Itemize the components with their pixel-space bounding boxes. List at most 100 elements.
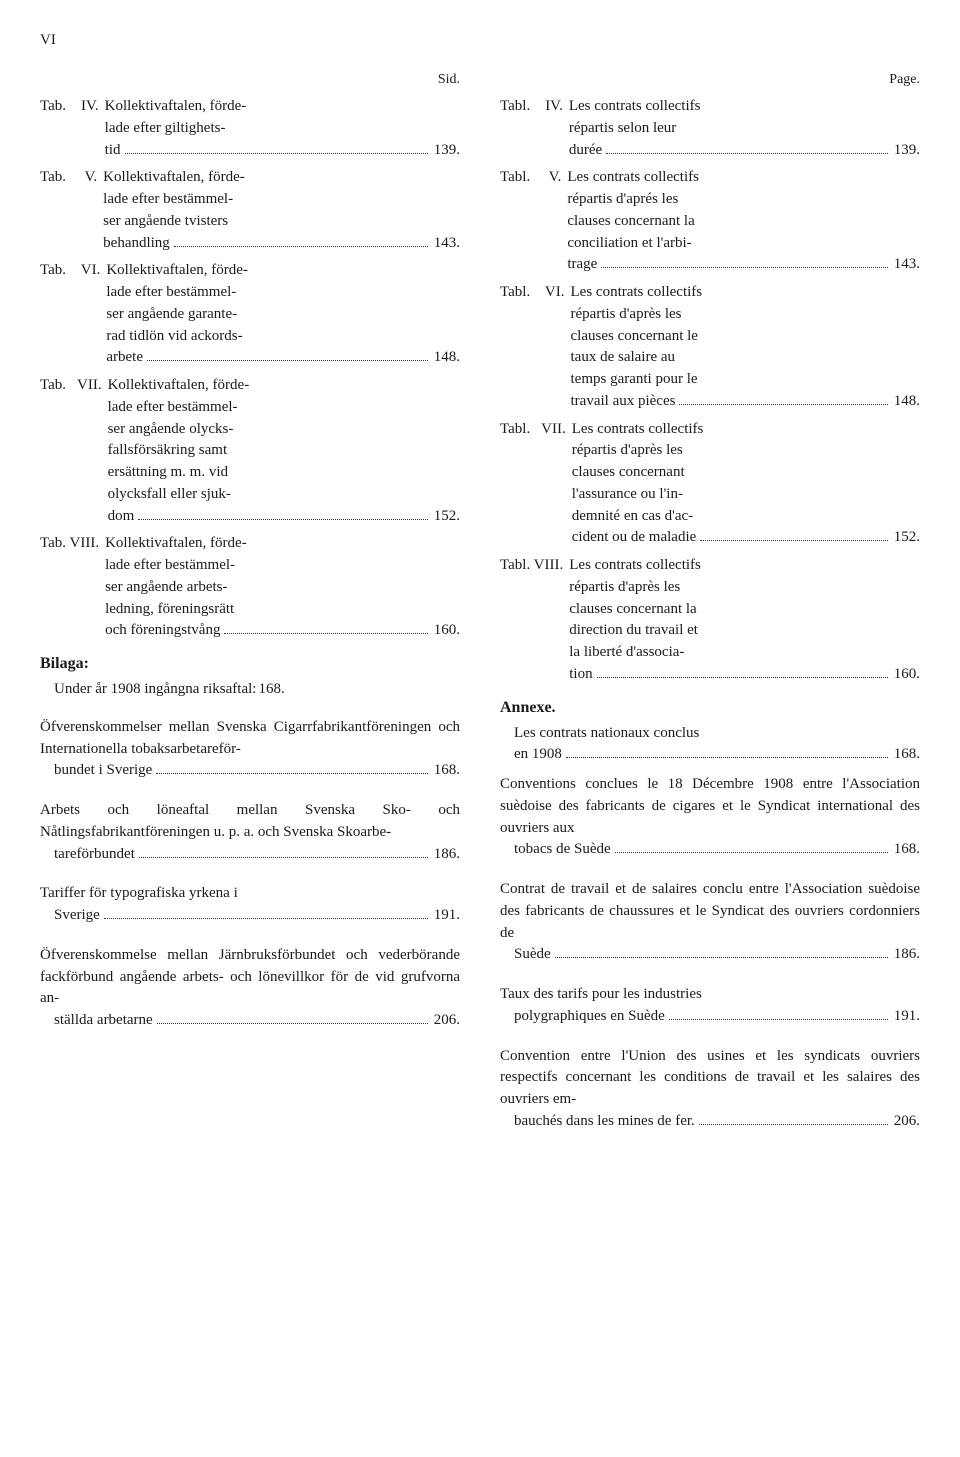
toc-label: Tab. V. <box>40 167 103 189</box>
leader-dots <box>700 540 887 541</box>
appendix-last-text: polygraphiques en Suède <box>514 1006 665 1028</box>
toc-body: Les contrats collectifsrépartis d'aprés … <box>567 167 920 276</box>
toc-last-text: trage <box>567 254 597 276</box>
annexe-entry-page: 168. <box>892 744 920 766</box>
toc-line: ledning, föreningsrätt <box>105 599 460 621</box>
toc-line: l'assurance ou l'in- <box>572 484 920 506</box>
toc-line: lade efter bestämmel- <box>103 189 460 211</box>
appendix-page: 206. <box>892 1111 920 1133</box>
leader-dots <box>139 857 428 858</box>
leader-dots <box>156 773 427 774</box>
appendix-entry: Convention entre l'Union des usines et l… <box>500 1046 920 1133</box>
toc-line: fallsförsäkring samt <box>108 440 460 462</box>
toc-last-text: travail aux pièces <box>571 391 676 413</box>
appendix-text: Öfverenskommelse mellan Järnbruksförbund… <box>40 945 460 1010</box>
appendix-text: Öfverenskommelser mellan Svenska Cigarrf… <box>40 717 460 761</box>
appendix-page: 191. <box>892 1006 920 1028</box>
leader-dots <box>679 404 887 405</box>
bilaga-entry: Under år 1908 ingångna riksaftal: 168. <box>40 679 460 701</box>
toc-body: Kollektivaftalen, förde-lade efter bestä… <box>103 167 460 254</box>
leader-dots <box>597 677 888 678</box>
toc-body: Les contrats collectifsrépartis d'après … <box>572 419 920 550</box>
leader-dots <box>224 633 427 634</box>
toc-body: Kollektivaftalen, förde-lade efter gilti… <box>105 96 460 161</box>
toc-body: Les contrats collectifsrépartis d'après … <box>571 282 921 413</box>
toc-line: Kollektivaftalen, förde- <box>105 533 460 555</box>
appendix-entry: Öfverenskommelse mellan Järnbruksförbund… <box>40 945 460 1032</box>
appendix-last-text: Sverige <box>54 905 100 927</box>
toc-page: 148. <box>432 347 460 369</box>
toc-line: clauses concernant la <box>569 599 920 621</box>
appendix-last-text: tareförbundet <box>54 844 135 866</box>
page-label: Page. <box>500 70 920 90</box>
leader-dots <box>125 153 428 154</box>
toc-page: 139. <box>892 140 920 162</box>
toc-line: Les contrats collectifs <box>572 419 920 441</box>
toc-line: lade efter bestämmel- <box>105 555 460 577</box>
toc-line: lade efter bestämmel- <box>108 397 460 419</box>
toc-line: ser angående arbets- <box>105 577 460 599</box>
toc-line: ersättning m. m. vid <box>108 462 460 484</box>
bilaga-entry-page: 168. <box>256 679 284 701</box>
appendix-entry: Contrat de travail et de salaires conclu… <box>500 879 920 966</box>
appendix-entry: Öfverenskommelser mellan Svenska Cigarrf… <box>40 717 460 782</box>
toc-last-text: dom <box>108 506 135 528</box>
toc-label: Tabl. VII. <box>500 419 572 441</box>
toc-last-text: tid <box>105 140 121 162</box>
leader-dots <box>566 757 888 758</box>
toc-entry: Tabl. IV.Les contrats collectifsrépartis… <box>500 96 920 161</box>
appendix-page: 191. <box>432 905 460 927</box>
toc-page: 152. <box>432 506 460 528</box>
annexe-entry: Les contrats nationaux conclus en 1908 1… <box>500 723 920 767</box>
appendix-last-text: bundet i Sverige <box>54 760 152 782</box>
toc-line: Kollektivaftalen, förde- <box>106 260 460 282</box>
toc-line: Les contrats collectifs <box>571 282 921 304</box>
toc-body: Kollektivaftalen, förde-lade efter bestä… <box>105 533 460 642</box>
toc-entry: Tab. IV.Kollektivaftalen, förde-lade eft… <box>40 96 460 161</box>
appendix-page: 168. <box>892 839 920 861</box>
toc-line: répartis d'après les <box>569 577 920 599</box>
annexe-entry-line: Les contrats nationaux conclus <box>514 723 920 745</box>
toc-label: Tabl. VIII. <box>500 555 569 577</box>
appendix-last-text: ställda arbetarne <box>54 1010 153 1032</box>
left-column: Sid. Tab. IV.Kollektivaftalen, förde-lad… <box>40 70 460 1151</box>
appendix-page: 168. <box>432 760 460 782</box>
toc-line: la liberté d'associa- <box>569 642 920 664</box>
toc-line: direction du travail et <box>569 620 920 642</box>
appendix-text: Tariffer för typografiska yrkena i <box>40 883 460 905</box>
toc-line: conciliation et l'arbi- <box>567 233 920 255</box>
bilaga-entry-text: Under år 1908 ingångna riksaftal: <box>54 679 256 701</box>
sid-label: Sid. <box>40 70 460 90</box>
toc-line: clauses concernant le <box>571 326 921 348</box>
toc-line: Kollektivaftalen, förde- <box>108 375 460 397</box>
appendix-last-text: bauchés dans les mines de fer. <box>514 1111 695 1133</box>
leader-dots <box>555 957 888 958</box>
leader-dots <box>615 852 888 853</box>
toc-entry: Tabl. V.Les contrats collectifsrépartis … <box>500 167 920 276</box>
bilaga-heading: Bilaga: <box>40 652 460 675</box>
appendix-page: 186. <box>892 944 920 966</box>
toc-entry: Tabl. VII.Les contrats collectifsréparti… <box>500 419 920 550</box>
leader-dots <box>669 1019 888 1020</box>
toc-line: répartis d'après les <box>571 304 921 326</box>
two-column-layout: Sid. Tab. IV.Kollektivaftalen, förde-lad… <box>40 70 920 1151</box>
toc-page: 160. <box>432 620 460 642</box>
toc-line: Les contrats collectifs <box>569 555 920 577</box>
leader-dots <box>157 1023 428 1024</box>
annexe-entry-last: en 1908 <box>514 744 562 766</box>
toc-label: Tab. VIII. <box>40 533 105 555</box>
appendix-page: 206. <box>432 1010 460 1032</box>
toc-page: 143. <box>892 254 920 276</box>
appendix-text: Contrat de travail et de salaires conclu… <box>500 879 920 944</box>
toc-line: lade efter giltighets- <box>105 118 460 140</box>
toc-last-text: tion <box>569 664 592 686</box>
toc-page: 148. <box>892 391 920 413</box>
toc-line: taux de salaire au <box>571 347 921 369</box>
appendix-text: Arbets och löneaftal mellan Svenska Sko-… <box>40 800 460 844</box>
toc-body: Kollektivaftalen, förde-lade efter bestä… <box>106 260 460 369</box>
appendix-entry: Arbets och löneaftal mellan Svenska Sko-… <box>40 800 460 865</box>
leader-dots <box>147 360 428 361</box>
appendix-entry: Tariffer för typografiska yrkena iSverig… <box>40 883 460 927</box>
appendix-text: Taux des tarifs pour les industries <box>500 984 920 1006</box>
toc-page: 160. <box>892 664 920 686</box>
